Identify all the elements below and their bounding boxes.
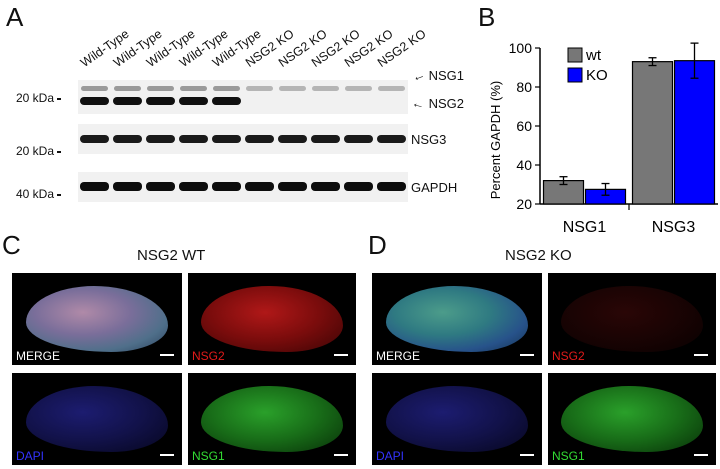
blot-band xyxy=(245,86,274,91)
wt-merge-image: MERGE xyxy=(12,273,182,365)
nsg3-label: NSG3 xyxy=(411,132,447,147)
panel-b-letter: B xyxy=(478,2,496,32)
wt-dapi-image: DAPI xyxy=(12,373,182,465)
blot-band xyxy=(80,135,109,143)
y-tick-label: 80 xyxy=(516,79,532,95)
marker-20kda-top: 20 kDa xyxy=(16,91,61,105)
gapdh-label: GAPDH xyxy=(411,180,458,195)
arrow-icon: ← xyxy=(410,94,427,113)
chart-bars xyxy=(542,42,716,205)
blot-band xyxy=(344,135,373,143)
ko-nsg2-image: NSG2 xyxy=(548,273,716,365)
blot-band xyxy=(343,182,374,191)
merge-label: MERGE xyxy=(376,349,421,363)
panel-a-letter: A xyxy=(6,2,24,32)
nsg2-channel-label: NSG2 xyxy=(552,349,585,363)
scale-bar xyxy=(694,454,708,456)
blot-band xyxy=(211,182,242,191)
panel-d-letter: D xyxy=(368,230,387,260)
bar-wt-nsg3 xyxy=(631,61,674,205)
legend-label-wt: wt xyxy=(585,47,602,64)
nsg2-channel-label: NSG2 xyxy=(192,349,225,363)
chart-axes: 20 40 60 80 100 NSG1 NSG3 xyxy=(509,40,718,236)
x-tick-label: NSG1 xyxy=(563,219,607,236)
blot-nsg1-nsg2 xyxy=(78,80,408,114)
blot-band xyxy=(79,97,110,105)
blot-band xyxy=(278,135,307,143)
bar-ko-nsg3 xyxy=(673,60,716,205)
ko-merge-image: MERGE xyxy=(372,273,542,365)
blot-band xyxy=(112,182,143,191)
scale-bar xyxy=(160,354,174,356)
nsg2-label: NSG2 xyxy=(428,96,465,111)
wt-nsg2-image: NSG2 xyxy=(188,273,356,365)
scale-bar xyxy=(520,354,534,356)
blot-band xyxy=(244,182,275,191)
blot-band xyxy=(178,182,209,191)
scale-bar xyxy=(334,354,348,356)
blot-band xyxy=(310,182,341,191)
chart-legend: wt KO xyxy=(567,47,608,84)
blot-band xyxy=(178,97,209,105)
blot-band xyxy=(311,86,340,91)
dapi-label: DAPI xyxy=(376,449,405,463)
ko-nsg1-image: NSG1 xyxy=(548,373,716,465)
blot-band xyxy=(146,86,175,91)
blot-nsg3 xyxy=(78,124,408,154)
arrow-icon: ← xyxy=(409,66,428,85)
legend-swatch-ko xyxy=(567,67,583,83)
blot-band xyxy=(377,86,406,91)
nsg1-channel-label: NSG1 xyxy=(192,449,225,463)
blot-band xyxy=(212,135,241,143)
blot-band xyxy=(245,135,274,143)
merge-label: MERGE xyxy=(16,349,61,363)
wt-nsg1-image: NSG1 xyxy=(188,373,356,465)
y-axis-label: Percent GAPDH (%) xyxy=(488,81,503,199)
blot-gapdh xyxy=(78,172,408,202)
y-tick-label: 40 xyxy=(516,157,532,173)
legend-label-ko: KO xyxy=(586,67,608,84)
blot-band xyxy=(277,182,308,191)
scale-bar xyxy=(694,354,708,356)
blot-band xyxy=(80,86,109,91)
blot-band xyxy=(112,97,143,105)
blot-band xyxy=(145,97,176,105)
marker-20kda-mid: 20 kDa xyxy=(16,144,61,158)
y-tick-label: 100 xyxy=(509,40,533,56)
blot-band xyxy=(278,86,307,91)
blot-band xyxy=(79,182,110,191)
nsg1-arrow-label: ← NSG1 xyxy=(409,66,465,85)
blot-band xyxy=(377,135,406,143)
scale-bar xyxy=(334,454,348,456)
blot-band xyxy=(311,135,340,143)
ko-section-title: NSG2 KO xyxy=(505,247,572,264)
blot-band xyxy=(145,182,176,191)
x-tick-label: NSG3 xyxy=(652,219,696,236)
ko-dapi-image: DAPI xyxy=(372,373,542,465)
wt-section-title: NSG2 WT xyxy=(137,247,206,264)
y-tick-label: 20 xyxy=(516,196,532,212)
nsg1-label: NSG1 xyxy=(428,68,465,83)
y-tick-label: 60 xyxy=(516,118,532,134)
nsg1-channel-label: NSG1 xyxy=(552,449,585,463)
blot-band xyxy=(179,86,208,91)
marker-40kda: 40 kDa xyxy=(16,187,61,201)
blot-band xyxy=(146,135,175,143)
blot-band xyxy=(376,182,407,191)
blot-band xyxy=(212,86,241,91)
dapi-label: DAPI xyxy=(16,449,45,463)
legend-swatch-wt xyxy=(567,47,583,63)
blot-band xyxy=(179,135,208,143)
nsg2-arrow-label: ← NSG2 xyxy=(410,94,465,113)
scale-bar xyxy=(160,454,174,456)
blot-band xyxy=(113,135,142,143)
scale-bar xyxy=(520,454,534,456)
bar-chart: 20 40 60 80 100 NSG1 NSG3 wt KO Percent GAPDH (… xyxy=(488,40,718,236)
blot-band xyxy=(344,86,373,91)
blot-band xyxy=(211,97,242,105)
blot-band xyxy=(113,86,142,91)
panel-c-letter: C xyxy=(2,230,21,260)
